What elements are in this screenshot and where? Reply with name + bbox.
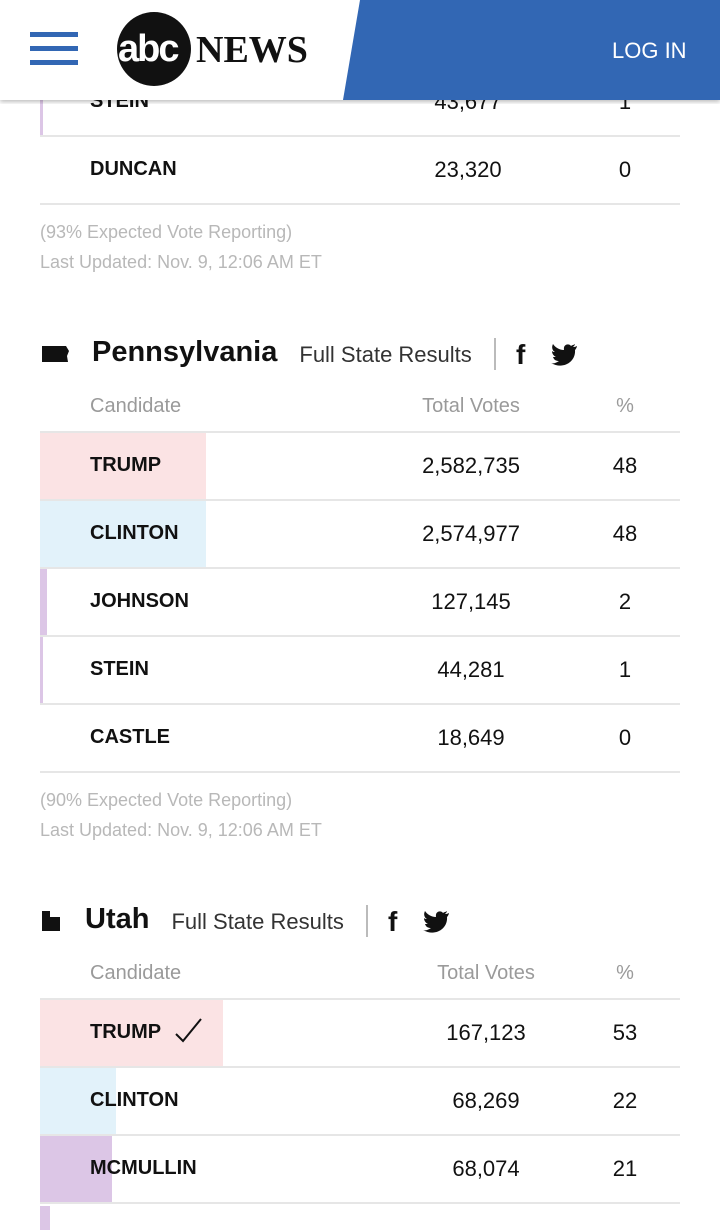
percent: 0 <box>618 157 632 182</box>
total-votes: 23,320 <box>434 157 502 182</box>
percent: 48 <box>612 453 638 478</box>
reporting-note: (90% Expected Vote Reporting) <box>40 790 293 810</box>
vote-bar <box>40 1000 223 1067</box>
row-line <box>40 635 680 637</box>
row-line <box>40 703 680 705</box>
candidate-name: MCMULLIN <box>90 1157 197 1179</box>
candidate-name: CLINTON <box>90 1089 179 1111</box>
svg-text:f: f <box>388 907 398 935</box>
total-votes: 2,574,977 <box>422 521 520 546</box>
candidate-name: CLINTON <box>90 522 179 544</box>
reporting-note: (93% Expected Vote Reporting) <box>40 222 293 242</box>
row-line <box>40 1066 680 1068</box>
vote-bar <box>40 501 206 568</box>
percent: 21 <box>612 1156 638 1181</box>
twitter-icon[interactable] <box>422 909 450 933</box>
candidate-name: TRUMP <box>90 1021 162 1043</box>
row-line <box>40 203 680 205</box>
row-line <box>40 567 680 569</box>
vote-bar <box>40 637 44 704</box>
column-header: Candidate <box>90 395 182 417</box>
candidate-name: DUNCAN <box>90 158 177 180</box>
total-votes: 2,582,735 <box>422 453 520 478</box>
column-header: % <box>616 962 634 984</box>
logo-abc[interactable]: abc <box>118 28 180 70</box>
twitter-icon[interactable] <box>550 342 578 366</box>
table-line <box>40 998 680 1000</box>
total-votes: 44,281 <box>437 657 505 682</box>
row-line <box>40 135 680 137</box>
vote-bar <box>40 433 206 500</box>
table-line <box>40 431 680 433</box>
logo-news[interactable]: NEWS <box>196 29 308 71</box>
column-header: Total Votes <box>422 395 520 417</box>
full-results-link[interactable]: Full State Results <box>171 909 344 934</box>
column-header: Candidate <box>90 962 182 984</box>
header: abc NEWS LOG IN <box>0 0 720 100</box>
divider <box>493 338 496 370</box>
row-line <box>40 1202 680 1204</box>
total-votes: 68,074 <box>452 1156 520 1181</box>
state-title: Pennsylvania <box>92 336 278 368</box>
candidate-name: JOHNSON <box>90 590 189 612</box>
vote-bar <box>40 69 44 136</box>
divider <box>365 905 368 937</box>
row-line <box>40 771 680 773</box>
updated-note: Last Updated: Nov. 9, 12:06 AM ET <box>40 252 322 272</box>
percent: 1 <box>618 657 632 682</box>
row-line <box>40 1134 680 1136</box>
percent: 53 <box>612 1020 638 1045</box>
winner-check[interactable] <box>173 1017 203 1045</box>
facebook-icon[interactable]: f <box>386 907 402 935</box>
state-icon[interactable] <box>40 909 62 933</box>
vote-bar <box>40 569 47 636</box>
candidate-name: TRUMP <box>90 454 162 476</box>
header-bg <box>0 0 720 100</box>
row-stripe <box>40 1206 50 1230</box>
candidate-name: STEIN <box>90 658 149 680</box>
vote-bar <box>40 1068 116 1135</box>
login[interactable]: LOG IN <box>612 38 687 63</box>
state-title: Utah <box>85 903 150 935</box>
candidate-name: CASTLE <box>90 726 170 748</box>
facebook-icon[interactable]: f <box>514 340 530 368</box>
vote-bar <box>40 1136 113 1203</box>
row-line <box>40 499 680 501</box>
column-header: % <box>616 395 634 417</box>
percent: 22 <box>612 1088 638 1113</box>
updated-note: Last Updated: Nov. 9, 12:06 AM ET <box>40 820 322 840</box>
percent: 0 <box>618 725 632 750</box>
column-header: Total Votes <box>437 962 535 984</box>
svg-text:f: f <box>516 340 526 368</box>
percent: 48 <box>612 521 638 546</box>
total-votes: 167,123 <box>446 1020 526 1045</box>
total-votes: 68,269 <box>452 1088 520 1113</box>
total-votes: 18,649 <box>437 725 505 750</box>
percent: 2 <box>618 589 632 614</box>
full-results-link[interactable]: Full State Results <box>299 342 472 367</box>
total-votes: 127,145 <box>431 589 511 614</box>
state-icon[interactable] <box>40 342 70 366</box>
